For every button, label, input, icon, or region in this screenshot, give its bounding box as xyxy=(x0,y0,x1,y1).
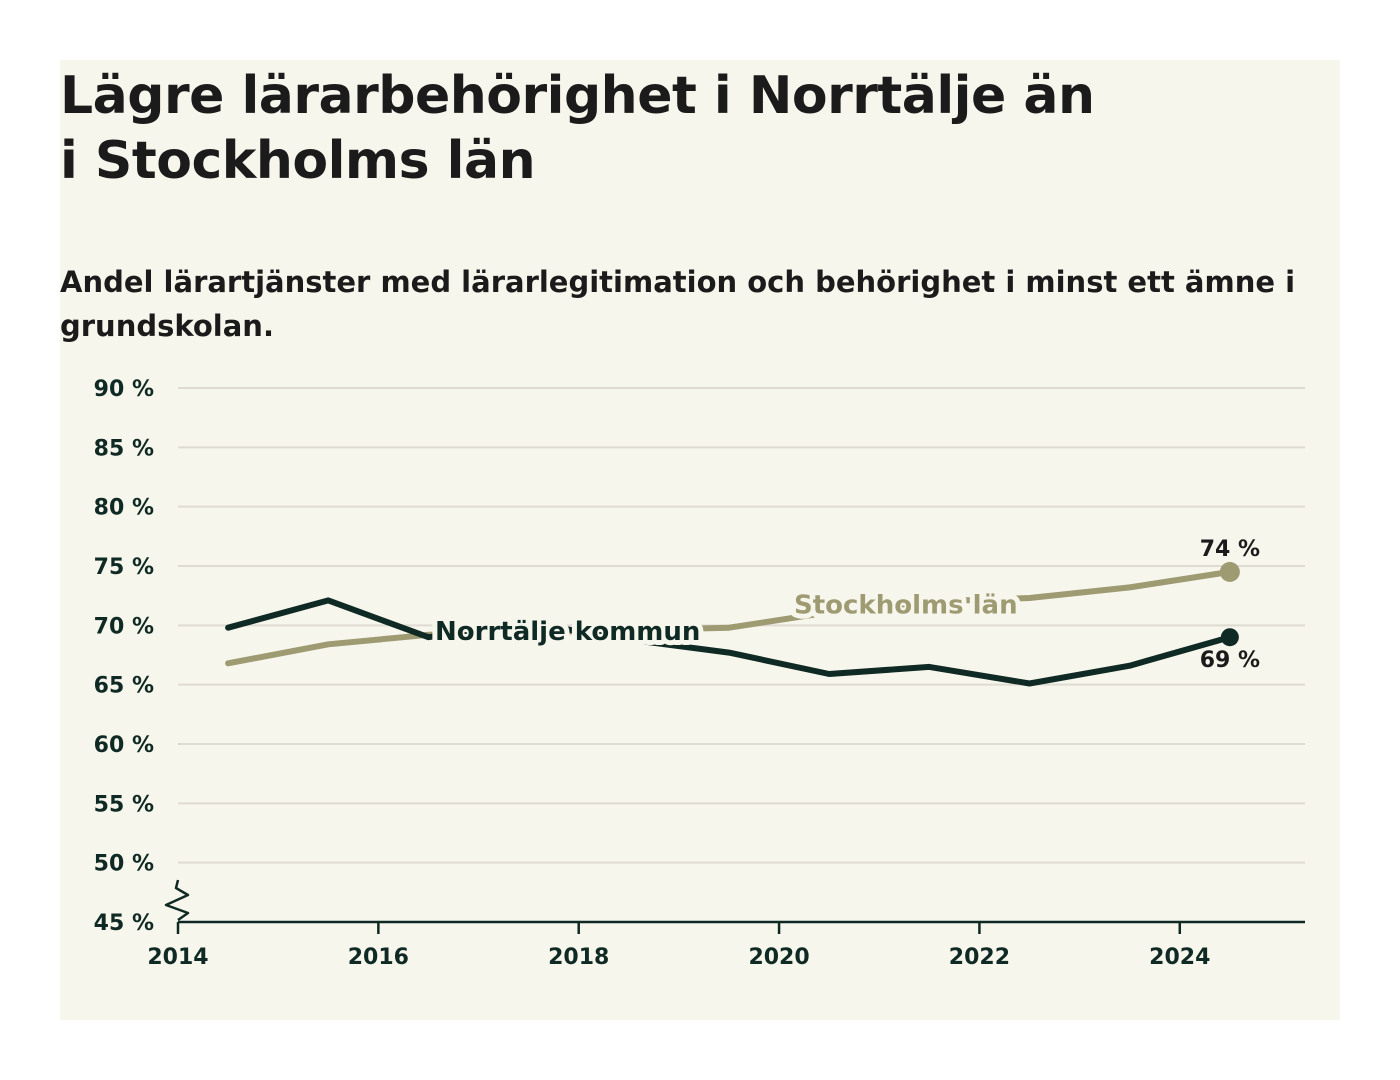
y-tick-label: 55 % xyxy=(94,792,154,817)
x-tick-label: 2016 xyxy=(348,945,409,970)
y-tick-label: 85 % xyxy=(94,436,154,461)
series-lines xyxy=(225,561,1240,687)
gridlines xyxy=(178,387,1305,864)
y-tick-label: 50 % xyxy=(94,852,154,877)
chart-subtitle: Andel lärartjänster med lärarlegitimatio… xyxy=(60,265,1296,343)
x-tick-label: 2022 xyxy=(949,945,1010,970)
chart-card xyxy=(60,60,1340,1020)
y-tick-label: 80 % xyxy=(94,496,154,521)
y-tick-label: 70 % xyxy=(94,614,154,639)
axes: 45 % 50 % 55 % 60 % 65 % 70 % 75 % 80 % 85 % 90 %… xyxy=(94,377,1305,970)
norrtalje-end-label: 69 % xyxy=(1200,648,1260,673)
norrtalje-series-label: Norrtälje kommun xyxy=(435,617,700,647)
stockholm-end-label: 74 % xyxy=(1200,537,1260,562)
y-tick-label: 65 % xyxy=(94,674,154,699)
chart-title: Lägre lärarbehörighet i Norrtälje än i S… xyxy=(60,66,1095,191)
stockholm-end-dot xyxy=(1219,561,1240,582)
x-tick-label: 2020 xyxy=(748,945,809,970)
axis-break-icon xyxy=(164,879,190,922)
y-tick-label: 75 % xyxy=(94,555,154,580)
y-tick-label: 60 % xyxy=(94,733,154,758)
stockholm-series-label: Stockholms län xyxy=(794,590,1018,620)
norrtalje-end-dot xyxy=(1220,628,1239,647)
x-tick-label: 2014 xyxy=(147,945,208,970)
y-tick-label: 90 % xyxy=(94,377,154,402)
x-tick-label: 2018 xyxy=(548,945,609,970)
stockholm-line xyxy=(225,568,1233,667)
norrtalje-line xyxy=(225,597,1233,687)
series-labels: 74 % 69 % Stockholms län Norrtälje kommun xyxy=(430,537,1260,673)
x-tick-label: 2024 xyxy=(1149,945,1210,970)
y-tick-label: 45 % xyxy=(94,911,154,936)
